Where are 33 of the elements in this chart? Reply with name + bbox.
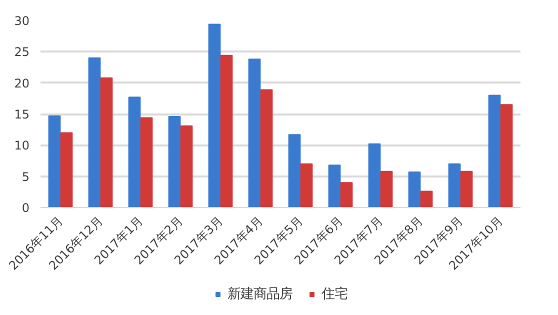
bar <box>180 125 193 208</box>
bar <box>448 163 461 208</box>
y-tick-label: 10 <box>14 138 30 153</box>
bar <box>88 57 101 208</box>
bar <box>208 24 221 208</box>
bar <box>340 182 353 208</box>
y-tick-label: 25 <box>14 45 30 60</box>
bar <box>100 77 113 208</box>
bar <box>380 170 393 208</box>
bar <box>328 164 341 208</box>
bar <box>288 134 301 208</box>
bar <box>460 170 473 208</box>
bar <box>48 115 61 208</box>
y-tick-label: 30 <box>14 14 30 28</box>
bar <box>300 163 313 208</box>
y-tick-label: 5 <box>22 170 30 184</box>
bar <box>408 171 421 208</box>
bar <box>260 89 273 208</box>
bar <box>220 54 233 208</box>
bar <box>368 143 381 208</box>
bar <box>488 94 501 208</box>
bar <box>168 116 181 208</box>
legend-label: 新建商品房 <box>228 286 292 303</box>
bar <box>248 58 261 208</box>
bar <box>60 132 73 208</box>
y-tick-label: 15 <box>14 108 30 122</box>
bar <box>128 96 141 208</box>
y-tick-label: 0 <box>22 201 30 215</box>
bar <box>500 104 513 208</box>
legend-label: 住宅 <box>322 286 348 303</box>
y-tick-label: 20 <box>14 76 30 90</box>
bar <box>420 190 433 208</box>
bar <box>140 117 153 208</box>
